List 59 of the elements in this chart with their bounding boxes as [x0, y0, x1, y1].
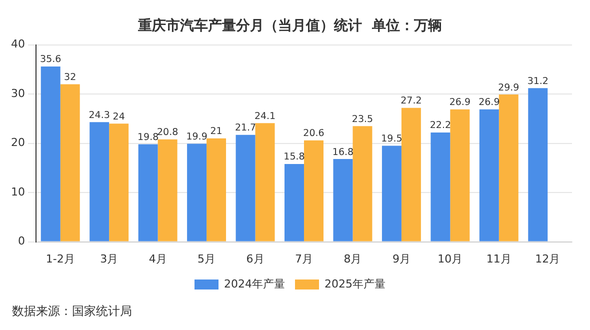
bar: [430, 132, 450, 242]
x-tick-label: 12月: [535, 252, 560, 266]
x-tick-label: 4月: [148, 252, 167, 266]
bar: [352, 126, 372, 242]
bar: [401, 108, 421, 242]
bar: [40, 66, 60, 242]
data-label: 35.6: [40, 54, 62, 66]
x-tick-label: 1-2月: [46, 252, 75, 266]
legend-label: 2024年产量: [224, 277, 286, 290]
bar: [109, 124, 129, 242]
data-label: 24.3: [88, 110, 110, 121]
data-label: 29.9: [498, 82, 520, 94]
bar: [382, 146, 402, 242]
bar: [138, 144, 158, 242]
data-label: 19.9: [186, 132, 208, 143]
y-tick-label: 30: [10, 86, 25, 100]
bar: [498, 94, 518, 242]
data-label: 24.1: [254, 110, 276, 122]
bar: [187, 144, 207, 242]
data-label: 19.8: [137, 132, 159, 144]
y-tick-label: 10: [10, 185, 25, 198]
bar: [236, 134, 256, 242]
y-tick-label: 40: [10, 38, 25, 51]
x-tick-label: 6月: [246, 252, 264, 266]
data-label: 26.9: [449, 97, 471, 108]
data-label: 21: [210, 126, 222, 138]
data-label: 32: [64, 72, 76, 83]
bar: [284, 164, 304, 242]
x-tick-label: 3月: [100, 252, 118, 266]
data-label: 24: [112, 111, 125, 122]
y-tick-label: 20: [10, 136, 25, 150]
bar: [60, 84, 80, 242]
x-tick-label: 9月: [392, 252, 410, 266]
source-note: 数据来源：国家统计局: [12, 304, 132, 318]
bar: [528, 88, 548, 242]
x-tick-label: 5月: [198, 252, 216, 266]
bar: [333, 159, 353, 242]
legend-label: 2025年产量: [324, 277, 386, 290]
bar: [255, 123, 275, 242]
data-label: 16.8: [332, 146, 354, 158]
data-label: 19.5: [381, 133, 402, 144]
data-label: 31.2: [527, 76, 548, 87]
x-tick-label: 11月: [486, 252, 512, 266]
data-label: 20.8: [156, 127, 178, 138]
x-tick-label: 7月: [295, 252, 313, 266]
bar: [450, 109, 470, 242]
data-label: 23.5: [352, 114, 374, 125]
x-tick-label: 10月: [438, 252, 463, 266]
x-tick-label: 8月: [344, 252, 362, 266]
bar: [90, 122, 110, 242]
bar: [479, 109, 499, 242]
data-label: 27.2: [400, 96, 422, 107]
data-label: 21.7: [234, 122, 256, 134]
y-tick-label: 0: [18, 234, 25, 248]
data-label: 20.6: [303, 128, 324, 140]
chart-title: 重庆市汽车产量分月（当月值）统计 单位：万辆: [137, 17, 442, 34]
bar: [206, 138, 226, 242]
bar: [158, 139, 178, 242]
bar: [304, 140, 324, 242]
